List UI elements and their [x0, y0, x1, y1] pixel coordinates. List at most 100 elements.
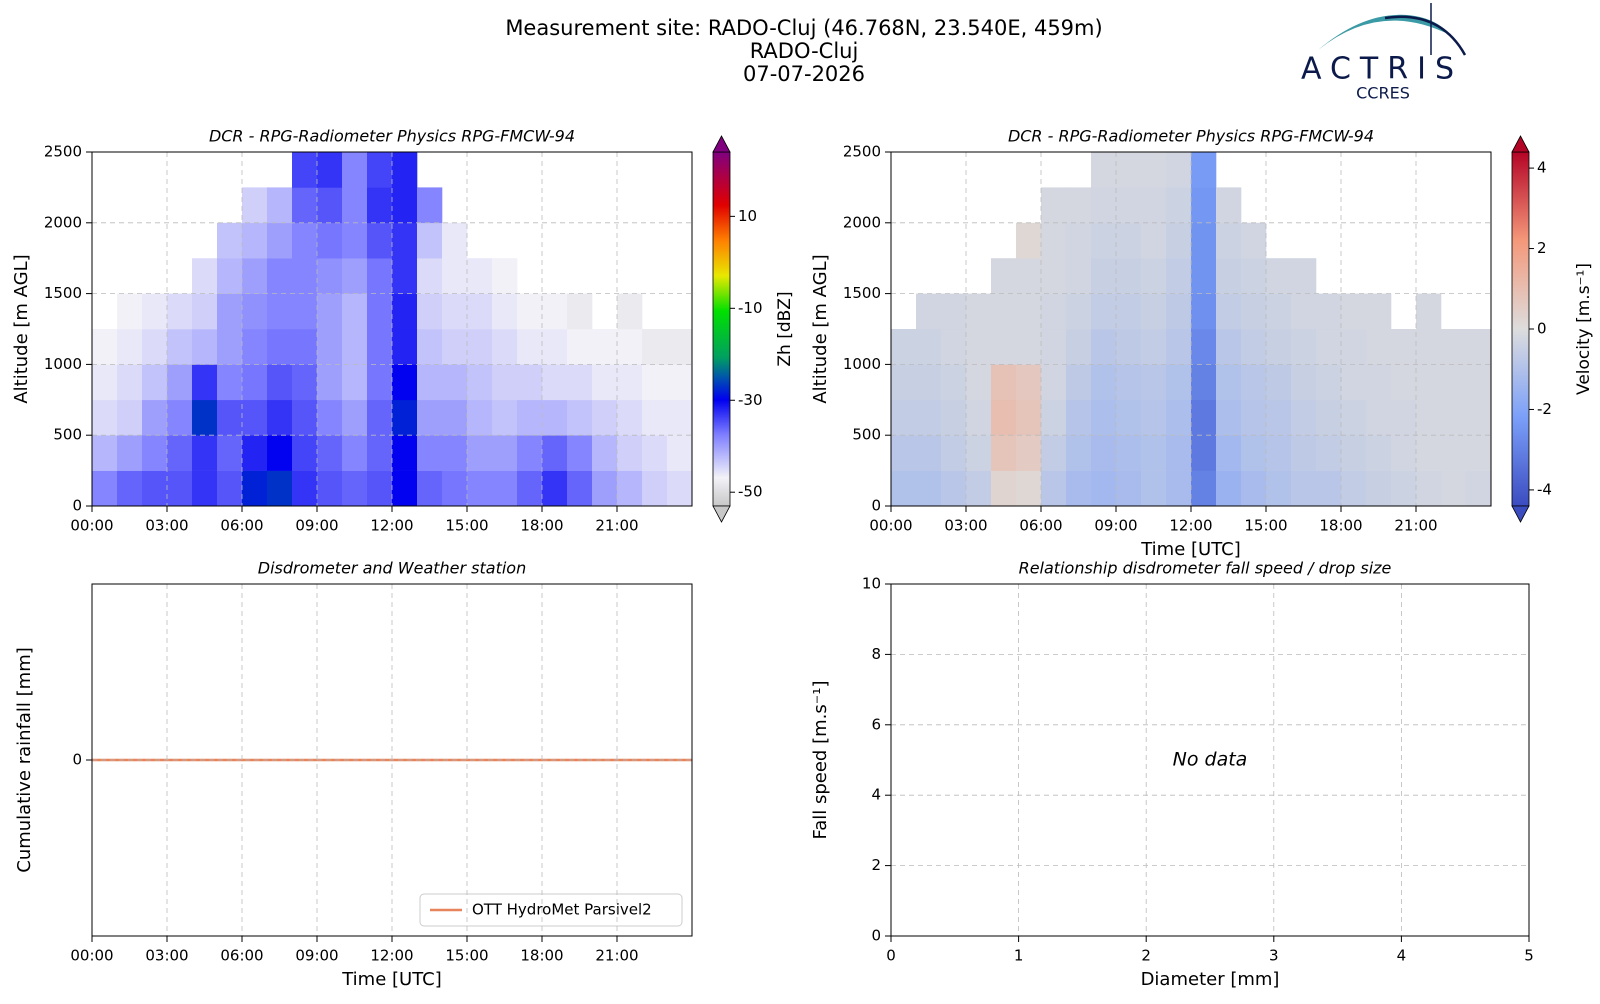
heatmap-cell: [1116, 399, 1142, 436]
heatmap-cell: [1141, 293, 1167, 330]
heatmap-cell: [542, 470, 568, 507]
heatmap-cell: [1116, 187, 1142, 224]
heatmap-cell: [167, 329, 193, 365]
heatmap-cell: [667, 399, 693, 436]
heatmap-cell: [1191, 470, 1217, 507]
y-axis-label: Altitude [m AGL]: [11, 254, 32, 403]
axes-frame: [91, 151, 693, 507]
heatmap-cell: [567, 329, 593, 365]
heatmap-cell: [1316, 329, 1342, 365]
x-tick-label: 12:00: [370, 517, 413, 535]
heatmap-cell: [642, 399, 668, 436]
heatmap-cell: [1466, 435, 1492, 471]
heatmap-cell: [217, 399, 243, 436]
heatmap-cell: [167, 399, 193, 436]
heatmap-cell: [1391, 364, 1417, 401]
colorbar-tick-label: 2: [1537, 239, 1547, 257]
heatmap-cell: [1091, 222, 1117, 259]
heatmap-cell: [217, 435, 243, 471]
heatmap-cell: [567, 364, 593, 401]
heatmap-cell: [1016, 329, 1042, 365]
heatmap-cell: [1241, 258, 1267, 294]
heatmap-cell: [442, 258, 468, 294]
heatmap-cell: [1341, 470, 1367, 507]
heatmap-cell: [1366, 470, 1392, 507]
y-axis-label: Cumulative rainfall [mm]: [14, 647, 35, 873]
axes-frame: [890, 151, 1492, 507]
logo-arc: [1318, 14, 1450, 51]
heatmap-cell: [667, 435, 693, 471]
heatmap-cell: [417, 470, 443, 507]
heatmap-cell: [467, 470, 493, 507]
heatmap-cell: [1091, 399, 1117, 436]
heatmap-cell: [1166, 187, 1192, 224]
heatmap-cell: [542, 399, 568, 436]
heatmap-cell: [167, 435, 193, 471]
x-axis-label: Time [UTC]: [1140, 539, 1241, 560]
heatmap-cell: [292, 329, 318, 365]
x-tick-label: 18:00: [520, 517, 563, 535]
heatmap-cell: [1091, 152, 1117, 188]
heatmap-cell: [142, 435, 168, 471]
heatmap-cell: [1241, 470, 1267, 507]
heatmap-cell: [1416, 329, 1442, 365]
heatmap-cell: [567, 435, 593, 471]
heatmap-cell: [1191, 329, 1217, 365]
heatmap-cell: [592, 364, 618, 401]
heatmap-cell: [517, 435, 543, 471]
heatmap-cell: [217, 222, 243, 259]
colorbar-label: Zh [dBZ]: [775, 291, 795, 366]
heatmap-cell: [1291, 399, 1317, 436]
heatmap-cell: [916, 399, 942, 436]
y-tick-label: 0: [871, 927, 881, 945]
heatmap-cell: [192, 399, 218, 436]
figure-title: Measurement site: RADO-Cluj (46.768N, 23…: [505, 16, 1102, 40]
heatmap-cell: [367, 222, 393, 259]
heatmap-cell: [1166, 258, 1192, 294]
y-tick-label: 2000: [843, 213, 881, 231]
heatmap-cell: [1191, 258, 1217, 294]
heatmap-cell: [542, 435, 568, 471]
heatmap-cell: [117, 329, 143, 365]
heatmap-cell: [1041, 435, 1067, 471]
heatmap-cell: [492, 364, 518, 401]
heatmap-cell: [92, 364, 118, 401]
heatmap-cell: [517, 399, 543, 436]
heatmap-cell: [317, 364, 343, 401]
heatmap-cell: [1141, 187, 1167, 224]
heatmap-cell: [367, 152, 393, 188]
heatmap-cell: [1391, 399, 1417, 436]
x-tick-label: 0: [886, 947, 896, 965]
heatmap-cell: [367, 435, 393, 471]
heatmap-cell: [617, 293, 643, 330]
heatmap-cell: [192, 329, 218, 365]
heatmap-cell: [1191, 152, 1217, 188]
heatmap-cell: [492, 293, 518, 330]
heatmap-cell: [242, 399, 268, 436]
heatmap-cell: [1241, 222, 1267, 259]
heatmap-cell: [1041, 364, 1067, 401]
colorbar-tick-label: -2: [1537, 400, 1552, 418]
heatmap-cell: [1191, 187, 1217, 224]
heatmap-cell: [991, 329, 1017, 365]
heatmap-cell: [442, 364, 468, 401]
heatmap-cell: [966, 470, 992, 507]
heatmap-cell: [667, 470, 693, 507]
y-tick-label: 0: [72, 751, 82, 769]
heatmap-cell: [1066, 293, 1092, 330]
colorbar: [712, 151, 731, 507]
heatmap-cell: [592, 329, 618, 365]
heatmap-cell: [367, 187, 393, 224]
heatmap-cell: [1216, 222, 1242, 259]
heatmap-cell: [1216, 435, 1242, 471]
heatmap-cell: [1116, 222, 1142, 259]
colorbar-tick-label: -30: [738, 391, 763, 409]
heatmap-cell: [991, 293, 1017, 330]
x-tick-label: 06:00: [220, 947, 263, 965]
heatmap-cell: [1316, 470, 1342, 507]
heatmap-cell: [217, 470, 243, 507]
x-tick-label: 09:00: [295, 947, 338, 965]
heatmap-cell: [1166, 470, 1192, 507]
heatmap-cell: [567, 293, 593, 330]
